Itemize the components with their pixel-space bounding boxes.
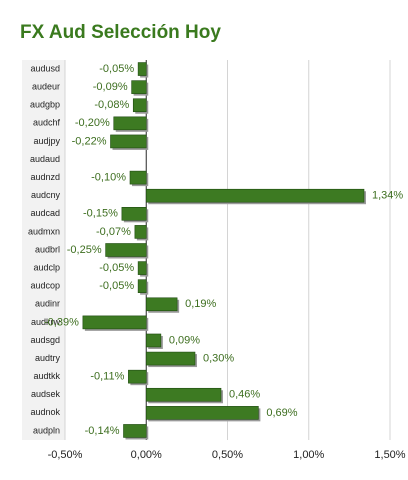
chart-title: FX Aud Selección Hoy	[20, 22, 221, 43]
value-label: -0,25%	[67, 244, 102, 256]
category-label: audnzd	[30, 172, 60, 182]
category-label: audsgd	[30, 335, 60, 345]
bar	[105, 243, 147, 257]
category-label: audkrw	[31, 317, 61, 327]
bar	[145, 351, 196, 366]
category-label: audsek	[31, 389, 61, 399]
bar	[137, 261, 147, 275]
value-label: -0,05%	[99, 280, 134, 292]
category-label: audpln	[33, 425, 60, 435]
value-label: 0,30%	[203, 352, 234, 364]
bar	[110, 134, 147, 149]
bar	[137, 62, 147, 76]
category-label: audchf	[33, 118, 61, 128]
category-label: audtkk	[33, 371, 60, 381]
value-label: -0,08%	[94, 99, 129, 111]
category-label: audgbp	[30, 100, 60, 110]
value-label: -0,05%	[99, 262, 134, 274]
category-label: audmxn	[28, 226, 60, 236]
bar	[145, 333, 162, 348]
value-label: -0,20%	[75, 117, 110, 129]
bar	[145, 297, 178, 312]
value-label: -0,10%	[91, 172, 126, 184]
bar	[129, 170, 147, 185]
value-label: 0,46%	[229, 389, 260, 401]
category-label: audeur	[32, 82, 60, 92]
bar	[134, 225, 147, 239]
bar	[145, 406, 259, 420]
value-label: -0,05%	[99, 63, 134, 75]
value-label: 0,69%	[266, 407, 297, 419]
value-label: 1,34%	[372, 190, 403, 202]
category-label: audcad	[30, 208, 60, 218]
bar	[145, 387, 222, 402]
bar	[113, 116, 147, 131]
category-label: audaud	[30, 154, 60, 164]
value-label: -0,11%	[90, 371, 124, 383]
value-label: -0,15%	[83, 208, 118, 220]
value-label: 0,09%	[169, 334, 200, 346]
category-label: audbrl	[35, 244, 60, 254]
bar	[123, 424, 147, 438]
value-label: -0,14%	[85, 425, 120, 437]
value-label: -0,07%	[96, 226, 131, 238]
x-tick-label: 0,50%	[212, 449, 243, 461]
category-label: audjpy	[33, 136, 60, 146]
category-label: audtry	[35, 353, 61, 363]
value-label: 0,19%	[185, 298, 216, 310]
value-label: -0,22%	[72, 135, 107, 147]
x-tick-label: 1,50%	[374, 449, 405, 461]
bar	[132, 98, 147, 113]
value-label: -0,39%	[44, 316, 79, 328]
category-label: audcny	[31, 190, 61, 200]
x-tick-label: -0,50%	[48, 449, 83, 461]
category-label: audclp	[33, 262, 60, 272]
category-label: audnok	[30, 407, 60, 417]
bar	[128, 369, 147, 384]
bar	[137, 279, 147, 293]
value-label: -0,09%	[93, 81, 128, 93]
bar	[82, 315, 147, 330]
category-label: audinr	[35, 299, 60, 309]
bar	[121, 207, 147, 221]
category-label: audcop	[30, 281, 60, 291]
category-label: audusd	[30, 63, 60, 73]
x-tick-label: 0,00%	[131, 449, 162, 461]
label-panel	[22, 60, 65, 440]
bar	[131, 80, 147, 94]
bar	[145, 188, 365, 203]
x-tick-label: 1,00%	[293, 449, 324, 461]
